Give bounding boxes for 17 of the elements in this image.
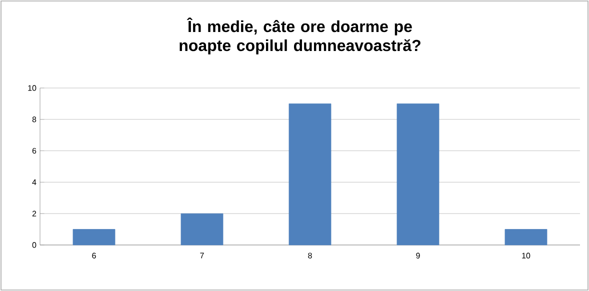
bar <box>288 103 332 246</box>
x-tick-label: 8 <box>308 252 312 258</box>
x-tick-label: 9 <box>416 252 420 258</box>
y-tick-label: 4 <box>32 179 36 185</box>
bar <box>396 103 440 246</box>
y-tick-label: 6 <box>32 148 36 154</box>
y-tick-label: 0 <box>32 242 36 248</box>
bar <box>504 229 548 246</box>
bar <box>72 229 116 246</box>
y-tick-label: 10 <box>28 85 36 91</box>
y-tick-label: 2 <box>32 210 36 216</box>
x-tick-label: 6 <box>92 252 96 258</box>
x-tick-label: 7 <box>200 252 204 258</box>
chart-title: În medie, câte ore doarme pe noapte copilul dumneavoastră? <box>180 18 420 54</box>
x-tick-label: 10 <box>522 252 530 258</box>
bar <box>180 213 224 246</box>
y-tick-label: 8 <box>32 116 36 122</box>
